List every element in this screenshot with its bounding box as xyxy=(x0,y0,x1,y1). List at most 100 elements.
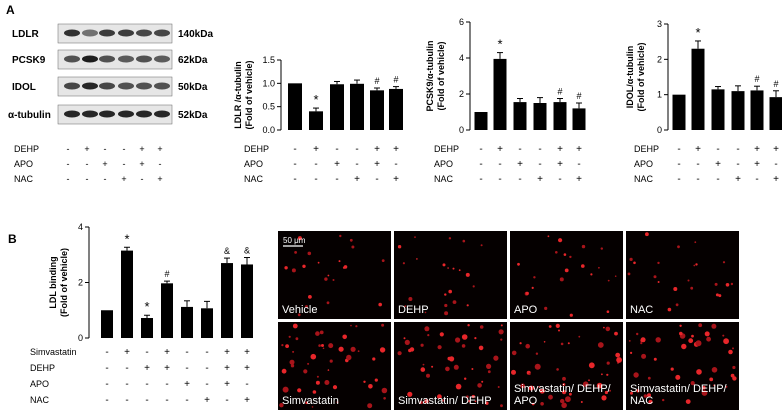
fluorescent-spot xyxy=(455,383,462,390)
fluorescent-spot xyxy=(453,364,459,370)
fluorescent-spot xyxy=(477,383,482,388)
treatment-sign: - xyxy=(293,159,296,170)
fluorescent-spot xyxy=(481,380,484,383)
fluorescent-spot xyxy=(363,380,366,383)
fluorescent-spot xyxy=(338,260,341,263)
significance-marker: & xyxy=(224,246,230,256)
treatment-sign: + xyxy=(537,174,543,185)
fluorescent-spot xyxy=(679,324,682,327)
treatment-sign: - xyxy=(538,144,541,155)
treatment-sign: - xyxy=(67,174,70,184)
fluorescent-spot xyxy=(308,295,312,299)
fluorescent-spot xyxy=(633,261,636,265)
treatment-sign: + xyxy=(754,144,760,155)
fluorescent-spot xyxy=(420,343,424,347)
fluorescent-spot xyxy=(713,384,716,387)
blot-band xyxy=(136,110,152,118)
treatment-sign: + xyxy=(374,144,380,155)
fluorescent-spot xyxy=(555,323,560,328)
blot-row-label: IDOL xyxy=(12,82,36,93)
bar xyxy=(711,89,725,130)
fluorescent-spot xyxy=(498,329,504,335)
fluorescent-spot xyxy=(694,241,697,244)
fluorescent-spot xyxy=(643,394,648,398)
fluorescent-spot xyxy=(531,286,534,289)
y-axis-label: IDOL/α-tubulin xyxy=(625,46,635,109)
y-tick-label: 4 xyxy=(78,222,83,232)
fluorescent-spot xyxy=(555,251,558,254)
treatment-sign: - xyxy=(104,174,107,184)
fluorescent-spot xyxy=(675,303,679,307)
fluorescent-spot xyxy=(497,386,500,388)
fluorescent-spot xyxy=(474,400,477,403)
treatment-label: APO xyxy=(434,159,453,169)
blot-band xyxy=(154,110,170,118)
blot-band xyxy=(99,110,115,118)
treatment-sign: + xyxy=(715,159,721,170)
fluorescent-spot xyxy=(328,343,334,349)
fluorescent-spot xyxy=(291,268,296,273)
fluorescent-spot xyxy=(548,325,552,328)
fluorescent-spot xyxy=(627,272,631,276)
bar xyxy=(370,90,384,130)
fluorescent-spot xyxy=(517,262,520,266)
fluorescent-spot xyxy=(471,394,475,399)
fluorescent-spot xyxy=(696,369,702,375)
bar xyxy=(288,83,302,130)
significance-marker: # xyxy=(374,76,379,86)
fluorescent-spot xyxy=(539,388,545,394)
significance-marker: & xyxy=(244,246,250,256)
fluorescent-spot xyxy=(617,362,619,364)
micrograph-panel: Simvastatin/ DEHP/NAC xyxy=(626,322,739,410)
fluorescent-spot xyxy=(628,340,631,342)
treatment-sign: - xyxy=(185,347,188,358)
fluorescent-spot xyxy=(597,342,604,348)
treatment-sign: + xyxy=(224,347,230,358)
fluorescent-spot xyxy=(688,338,694,344)
fluorescent-spot xyxy=(310,353,317,360)
fluorescent-spot xyxy=(559,277,564,282)
fluorescent-spot xyxy=(315,331,320,336)
fluorescent-spot xyxy=(466,304,469,307)
fluorescent-spot xyxy=(630,391,633,395)
treatment-label: APO xyxy=(14,159,33,169)
y-tick-label: 1.5 xyxy=(262,55,275,65)
treatment-sign: + xyxy=(773,174,779,185)
fluorescent-spot xyxy=(616,357,622,363)
blot-band xyxy=(154,55,170,63)
fluorescent-spot xyxy=(381,323,385,327)
fluorescent-spot xyxy=(511,350,517,356)
treatment-sign: - xyxy=(677,144,680,155)
treatment-sign: + xyxy=(102,159,107,169)
treatment-sign: - xyxy=(577,159,580,170)
treatment-sign: - xyxy=(774,159,777,170)
bar xyxy=(672,94,686,130)
treatment-sign: + xyxy=(393,144,399,155)
y-tick-label: 2 xyxy=(78,278,83,288)
fluorescent-spot xyxy=(357,350,360,353)
fluorescent-spot xyxy=(467,324,470,327)
blot-row-kda: 50kDa xyxy=(178,82,208,93)
fluorescent-spot xyxy=(647,376,651,380)
treatment-sign: - xyxy=(105,379,108,390)
fluorescent-spot xyxy=(297,236,302,241)
treatment-sign: - xyxy=(479,159,482,170)
micrograph-label: Simvastatin/ DEHP/ xyxy=(514,383,612,395)
fluorescent-spot xyxy=(419,400,423,405)
bar xyxy=(553,102,567,130)
fluorescent-spot xyxy=(722,334,725,337)
fluorescent-spot xyxy=(519,342,522,345)
treatment-sign: - xyxy=(159,159,162,169)
fluorescent-spot xyxy=(601,373,603,376)
treatment-label: APO xyxy=(30,379,49,389)
treatment-label: DEHP xyxy=(244,144,269,154)
fluorescent-spot xyxy=(404,339,410,345)
treatment-sign: + xyxy=(244,395,250,406)
treatment-sign: - xyxy=(479,144,482,155)
micrograph-panel: Simvastatin xyxy=(278,322,391,410)
significance-marker: # xyxy=(754,74,759,84)
blot-band xyxy=(136,55,152,63)
blot-band xyxy=(118,55,134,63)
fluorescent-spot xyxy=(343,265,348,269)
bar-chart-2: 0 2 4 6 PCSK9/α-tubulin (Fold of vehicle) * # # D… xyxy=(425,17,586,185)
